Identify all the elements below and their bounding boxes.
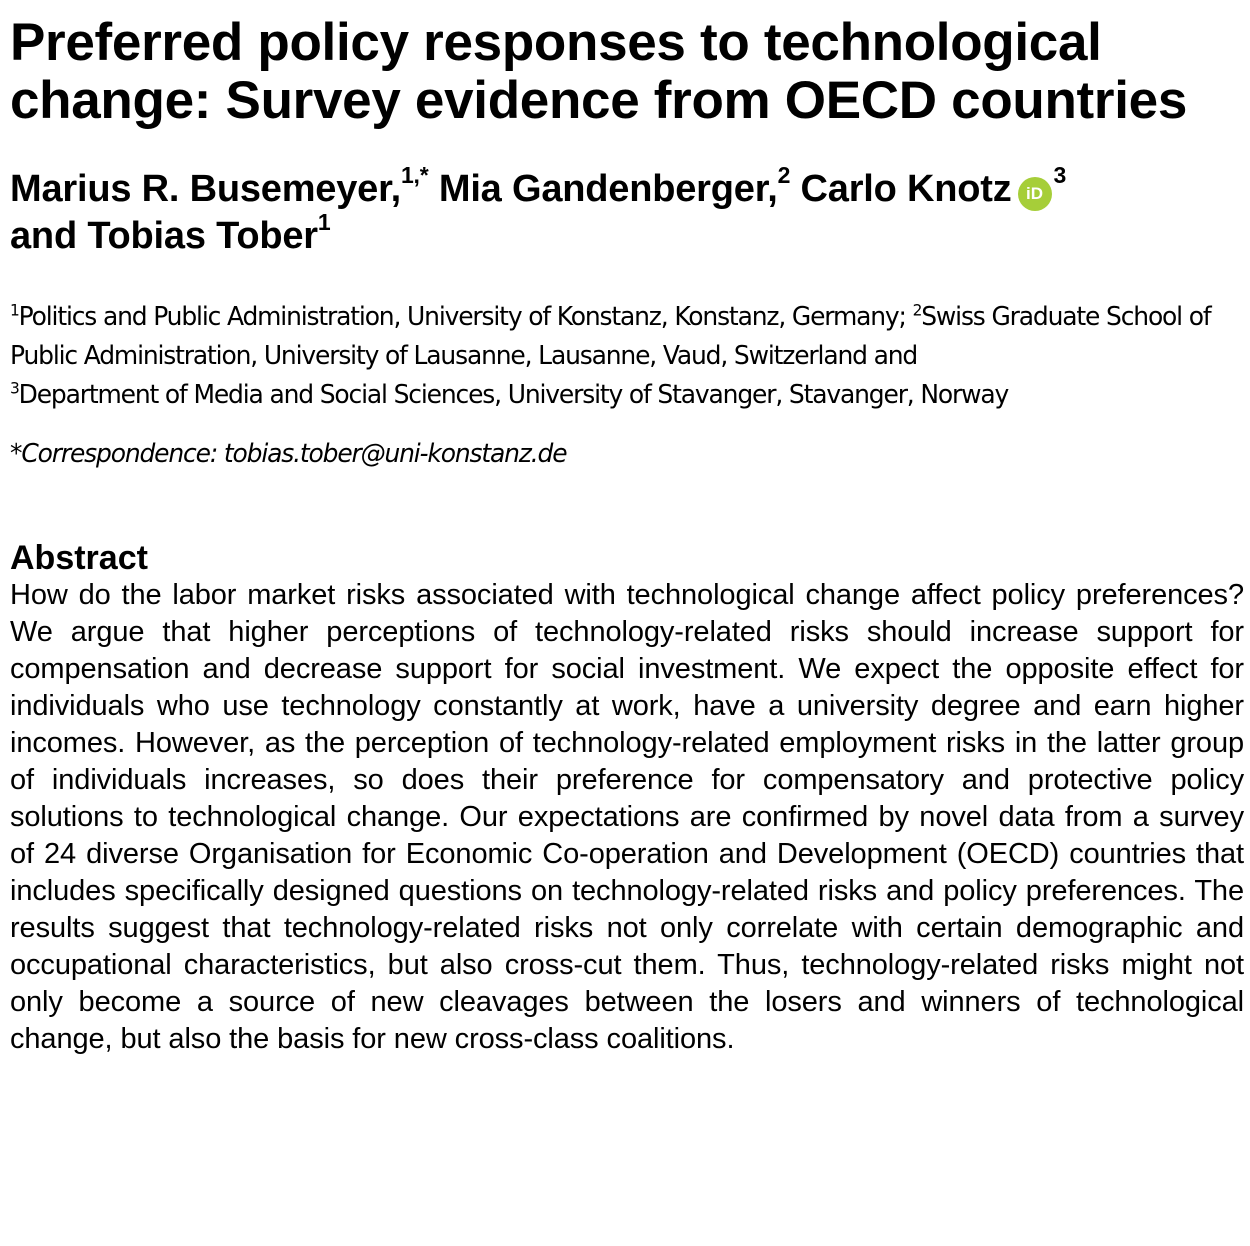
paper-title: Preferred policy responses to technologi… [10,13,1188,130]
author-affiliation-marker: 3 [1053,162,1067,189]
affiliation-text: Swiss Graduate School of Public Administ… [10,302,1212,371]
author-list: Marius R. Busemeyer,1,* Mia Gandenberger… [10,164,1244,260]
correspondence-marker: * [10,439,22,469]
paper-page: Preferred policy responses to technologi… [10,14,1244,1058]
orcid-icon[interactable]: iD [1017,177,1052,211]
affiliation-marker: 1 [10,300,20,320]
author-affiliation-marker: 1,* [400,162,429,189]
author-name: Carlo Knotz [800,168,1012,210]
author-affiliation-marker: 1 [317,209,331,236]
affiliation-marker: 3 [10,378,20,398]
author-name: Tobias Tober [87,215,318,257]
abstract-body: How do the labor market risks associated… [10,579,1244,1055]
correspondence-text: Correspondence: tobias.tober@uni-konstan… [21,439,567,469]
author-name: Marius R. Busemeyer, [10,168,401,210]
author-affiliation-marker: 2 [777,162,791,189]
affiliation-marker: 2 [912,300,923,320]
correspondence: *Correspondence: tobias.tober@uni-konsta… [10,437,1195,471]
author-connector: and [10,215,77,257]
abstract-heading: Abstract [10,539,148,577]
author-name: Mia Gandenberger, [438,168,778,210]
affiliation-text: Politics and Public Administration, Univ… [18,302,913,332]
affiliation-text: Department of Media and Social Sciences,… [18,380,1010,410]
affiliations: 1Politics and Public Administration, Uni… [10,298,1245,415]
